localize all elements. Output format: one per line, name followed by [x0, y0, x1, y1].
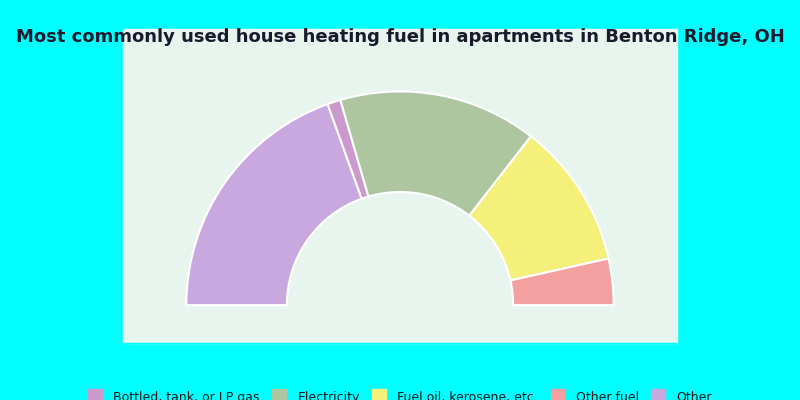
- Legend: Bottled, tank, or LP gas, Electricity, Fuel oil, kerosene, etc., Other fuel, Oth: Bottled, tank, or LP gas, Electricity, F…: [85, 386, 715, 400]
- Wedge shape: [328, 100, 369, 199]
- Wedge shape: [186, 104, 362, 305]
- Text: Most commonly used house heating fuel in apartments in Benton Ridge, OH: Most commonly used house heating fuel in…: [16, 28, 784, 46]
- Wedge shape: [340, 92, 531, 216]
- Wedge shape: [510, 258, 614, 305]
- Wedge shape: [470, 136, 609, 280]
